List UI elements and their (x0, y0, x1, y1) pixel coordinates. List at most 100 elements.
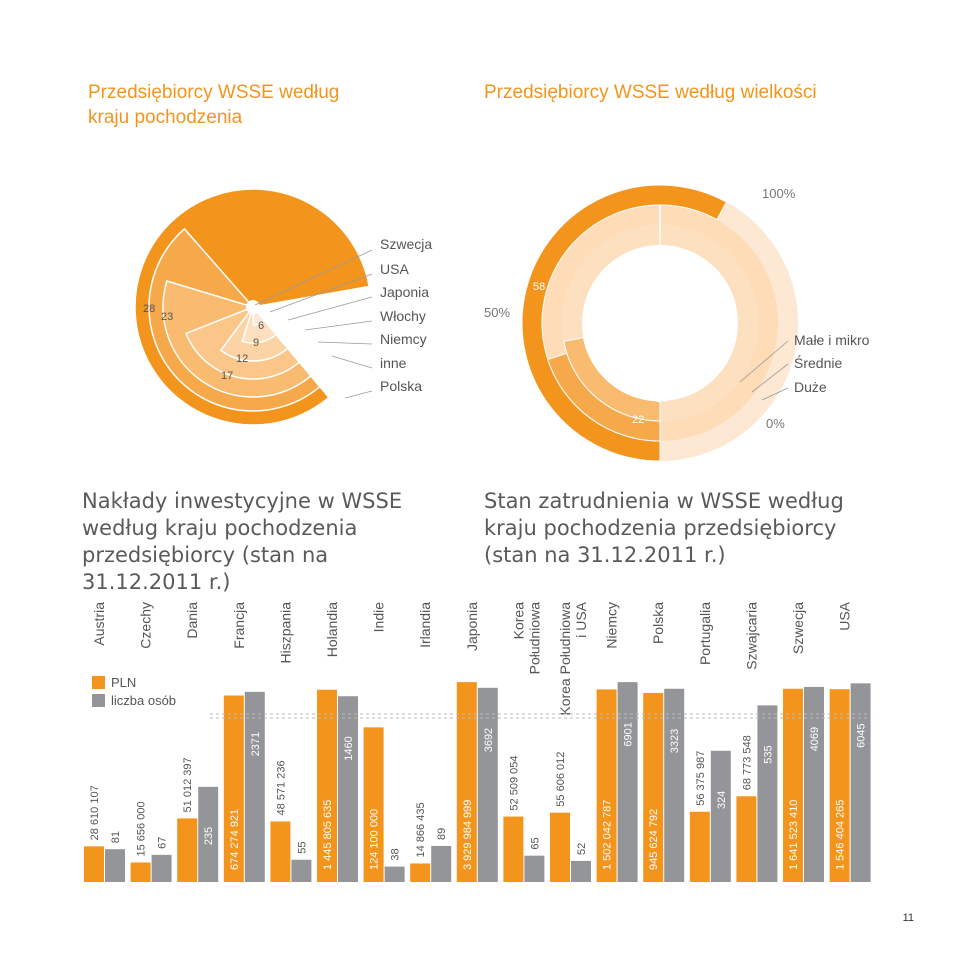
ring-usa (241, 305, 278, 344)
bar-pln-14 (736, 796, 757, 882)
bar-employment-5 (338, 696, 358, 882)
axis-label-0: 0% (766, 416, 785, 431)
category-label: Hiszpania (277, 602, 293, 664)
bar-label-employment: 2371 (250, 732, 262, 756)
legend-pln: PLN (111, 675, 136, 690)
bar-label-employment: 67 (157, 837, 169, 849)
bar-employment-3 (244, 691, 265, 882)
axis-label-100: 100% (762, 186, 796, 201)
leader-line (304, 320, 373, 331)
leader-line (269, 273, 373, 313)
legend-włochy: Włochy (380, 308, 426, 324)
bar-pln-5 (317, 689, 337, 882)
bar-label-employment: 38 (390, 848, 402, 860)
bar-employment-15 (804, 686, 824, 882)
bar-pln-11 (596, 689, 617, 882)
category-label: Holandia (324, 602, 340, 657)
category-label: i USA (573, 601, 589, 637)
ring-value-label: 12 (236, 353, 248, 365)
category-label: Południowa (526, 602, 542, 675)
legend-1: Średnie (794, 354, 842, 371)
bar-label-pln: 1 641 523 410 (788, 800, 800, 870)
ring-value-label: 47 (340, 198, 352, 210)
bar-employment-10 (571, 860, 591, 882)
bar-label-employment: 52 (576, 843, 588, 855)
bar-label-pln: 68 773 548 (741, 735, 753, 790)
bar-label-employment: 65 (529, 837, 541, 849)
title-origin: Przedsiębiorcy WSSE według kraju pochodz… (88, 82, 340, 128)
leader-line (287, 296, 373, 321)
bar-employment-2 (198, 786, 219, 882)
legend-polska: Polska (380, 378, 422, 394)
ring-value-label: 20 (656, 393, 668, 405)
bar-pln-8 (456, 682, 477, 882)
bar-label-employment: 235 (203, 827, 215, 845)
bar-employment-6 (384, 866, 405, 882)
ring-duze (563, 337, 661, 422)
bar-label-employment: 1460 (343, 736, 355, 760)
category-label: Francja (231, 602, 247, 649)
bar-label-pln: 52 509 054 (508, 756, 520, 811)
bar-label-employment: 4069 (809, 727, 821, 751)
category-label: Polska (650, 602, 666, 644)
bar-employment-1 (151, 854, 172, 882)
bar-pln-6 (363, 727, 384, 882)
category-label: Dania (184, 602, 200, 639)
bar-label-pln: 1 502 042 787 (602, 800, 614, 870)
legend-0: Małe i mikro (794, 332, 870, 348)
ring-value-label: 6 (258, 320, 264, 332)
bar-pln-2 (177, 818, 198, 882)
title-investment: Nakłady inwestycyjne w WSSE według kraju… (82, 489, 403, 594)
leader-line (344, 390, 373, 399)
category-label: Szwecja (790, 602, 806, 654)
ring-value-label: 58 (533, 281, 545, 293)
leader-line (761, 387, 789, 401)
bar-pln-15 (783, 688, 803, 882)
leader-line (254, 249, 373, 306)
legend-swatch-employment (92, 694, 105, 707)
bar-label-employment: 3692 (483, 728, 495, 752)
bar-label-pln: 48 571 236 (275, 760, 287, 815)
category-label: Irlandia (417, 602, 433, 648)
bar-pln-1 (130, 862, 151, 882)
bar-pln-3 (223, 695, 244, 882)
bar-label-pln: 56 375 987 (695, 751, 707, 806)
bar-label-pln: 55 606 012 (555, 752, 567, 807)
bar-label-pln: 28 610 107 (89, 785, 101, 840)
category-label: Czechy (138, 602, 154, 649)
legend-swatch-pln (92, 676, 105, 689)
category-label: Korea (510, 602, 526, 640)
bar-label-pln: 51 012 397 (182, 757, 194, 812)
category-label: Szwajcaria (743, 602, 759, 670)
title-employment: Stan zatrudnienia w WSSE według kraju po… (484, 489, 844, 567)
bar-pln-12 (643, 692, 664, 882)
bar-label-pln: 124 100 000 (369, 809, 381, 870)
legend-usa: USA (380, 261, 409, 277)
legend-niemcy: Niemcy (380, 331, 427, 347)
bar-label-employment: 89 (436, 828, 448, 840)
bar-employment-4 (291, 859, 312, 882)
category-label: Japonia (464, 602, 480, 651)
bar-label-employment: 3323 (669, 729, 681, 753)
bar-label-employment: 324 (716, 791, 728, 809)
bar-employment-12 (664, 688, 685, 882)
bar-employment-8 (477, 687, 498, 882)
leader-line (751, 363, 789, 393)
bar-pln-9 (503, 816, 524, 882)
ring-value-label: 23 (161, 311, 173, 323)
bar-pln-4 (270, 821, 291, 882)
bar-pln-13 (689, 811, 710, 882)
bar-label-pln: 1 445 805 635 (322, 800, 334, 870)
leader-line (739, 340, 789, 383)
title-size: Przedsiębiorcy WSSE według wielkości (484, 82, 817, 103)
bar-pln-7 (410, 863, 431, 882)
bar-employment-11 (617, 682, 638, 882)
legend-2: Duże (794, 379, 827, 395)
bar-employment-16 (850, 683, 871, 882)
category-label: Austria (91, 602, 107, 646)
bar-label-employment: 6901 (623, 722, 635, 746)
ring-value-label: 22 (632, 414, 644, 426)
category-label: Indie (371, 602, 387, 633)
bar-label-pln: 945 624 792 (648, 809, 660, 870)
